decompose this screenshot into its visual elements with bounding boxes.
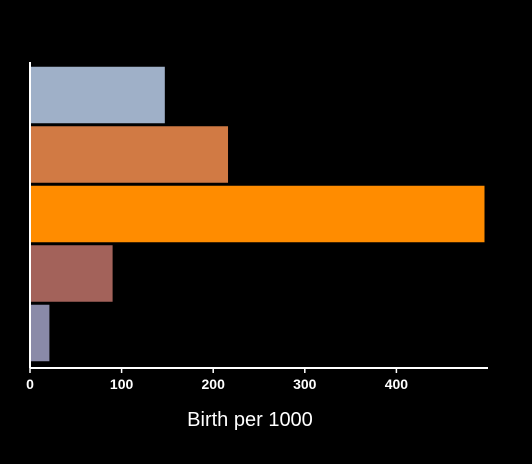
bar-4 — [29, 243, 115, 304]
bar-5 — [29, 303, 51, 363]
x-axis-title: Birth per 1000 — [187, 409, 313, 431]
x-tick-label: 200 — [202, 376, 226, 392]
x-tick-label: 400 — [385, 376, 409, 392]
bar-1 — [29, 65, 167, 125]
bar-3 — [29, 184, 487, 244]
bar-2 — [29, 124, 230, 185]
x-tick-label: 300 — [293, 376, 317, 392]
x-tick-label: 100 — [110, 376, 134, 392]
x-ticks-group: 0 100 200 300 400 — [26, 368, 408, 392]
x-tick-label: 0 — [26, 376, 34, 392]
bars-group — [29, 65, 487, 363]
